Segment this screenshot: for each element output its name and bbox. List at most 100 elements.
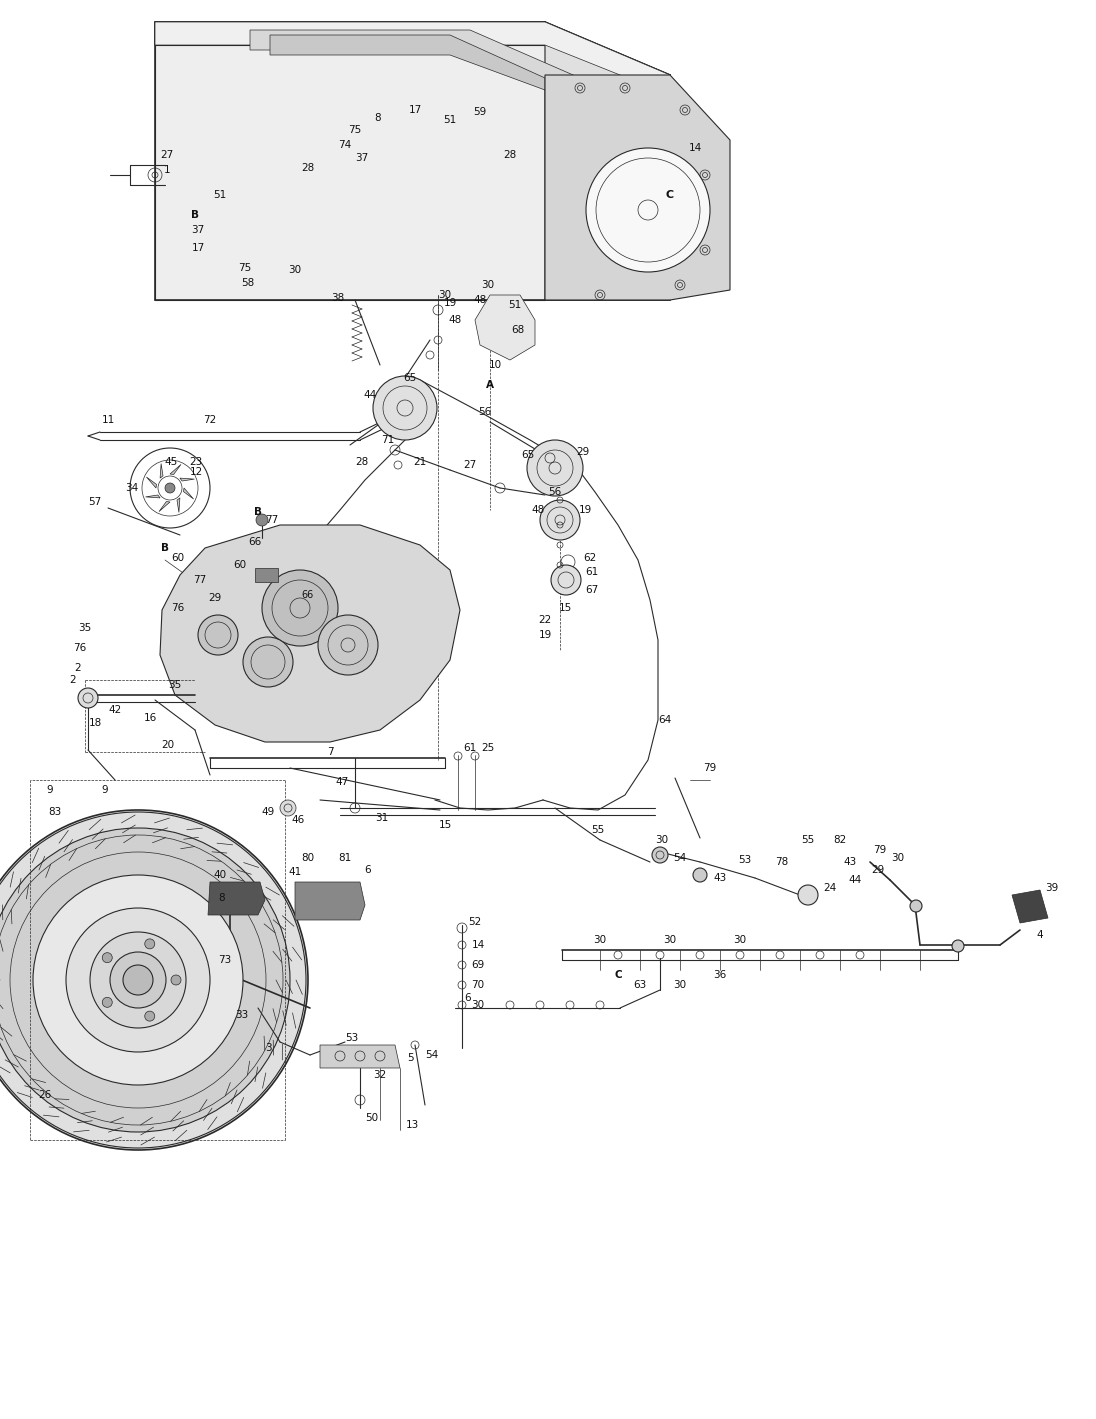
- Polygon shape: [250, 30, 580, 95]
- Text: 59: 59: [473, 106, 487, 116]
- Polygon shape: [170, 464, 181, 474]
- Text: 17: 17: [409, 105, 422, 115]
- Polygon shape: [176, 498, 180, 512]
- Text: 30: 30: [471, 1000, 484, 1010]
- Text: 49: 49: [261, 807, 275, 817]
- Text: 34: 34: [125, 482, 138, 492]
- Circle shape: [256, 514, 269, 526]
- Text: 40: 40: [214, 870, 227, 880]
- Text: 15: 15: [558, 603, 572, 613]
- Text: 53: 53: [345, 1033, 358, 1043]
- Text: 55: 55: [801, 834, 814, 844]
- Circle shape: [798, 885, 818, 905]
- Text: 54: 54: [673, 853, 686, 863]
- Text: B: B: [161, 543, 169, 553]
- Text: 36: 36: [713, 971, 727, 981]
- Text: 35: 35: [169, 680, 182, 690]
- Text: 78: 78: [775, 857, 789, 867]
- Text: 30: 30: [481, 280, 494, 289]
- Text: 79: 79: [704, 763, 717, 773]
- Text: 23: 23: [190, 457, 203, 467]
- Circle shape: [198, 614, 238, 656]
- Text: 11: 11: [101, 414, 115, 426]
- Text: 18: 18: [89, 718, 102, 728]
- Text: 6: 6: [465, 993, 471, 1003]
- Text: 63: 63: [633, 981, 647, 990]
- Text: 47: 47: [335, 778, 349, 788]
- Text: 28: 28: [301, 163, 315, 173]
- Text: 60: 60: [171, 553, 184, 563]
- Text: 61: 61: [585, 568, 598, 578]
- Circle shape: [952, 939, 964, 952]
- Text: 30: 30: [655, 834, 669, 844]
- Text: 38: 38: [331, 292, 344, 304]
- Text: 65: 65: [522, 450, 535, 460]
- Polygon shape: [475, 295, 535, 360]
- Text: 19: 19: [444, 298, 457, 308]
- Text: 15: 15: [438, 820, 452, 830]
- Text: 30: 30: [663, 935, 676, 945]
- Text: 39: 39: [1046, 883, 1059, 893]
- Text: 12: 12: [190, 467, 203, 477]
- Text: 65: 65: [403, 373, 416, 383]
- Circle shape: [66, 908, 210, 1051]
- Text: 56: 56: [478, 407, 492, 417]
- Circle shape: [78, 688, 98, 708]
- Text: 14: 14: [471, 939, 484, 949]
- Text: 51: 51: [444, 115, 457, 125]
- Circle shape: [102, 952, 112, 962]
- Polygon shape: [160, 464, 163, 478]
- Text: 50: 50: [365, 1112, 378, 1122]
- Circle shape: [33, 876, 243, 1086]
- Text: 14: 14: [688, 143, 701, 153]
- Text: 20: 20: [161, 739, 174, 751]
- Text: 42: 42: [109, 705, 122, 715]
- Text: 30: 30: [438, 289, 452, 299]
- Text: 22: 22: [538, 614, 551, 624]
- Text: 82: 82: [833, 834, 846, 844]
- Circle shape: [318, 614, 378, 675]
- Circle shape: [652, 847, 667, 863]
- Text: 64: 64: [659, 715, 672, 725]
- Text: A: A: [486, 380, 494, 390]
- Circle shape: [527, 440, 583, 497]
- Text: 66: 66: [301, 590, 315, 600]
- Text: B: B: [254, 507, 262, 517]
- Text: 68: 68: [512, 325, 525, 335]
- Text: 29: 29: [871, 866, 884, 876]
- Polygon shape: [183, 488, 194, 499]
- Polygon shape: [270, 35, 545, 89]
- Text: 28: 28: [503, 150, 516, 160]
- Text: 41: 41: [288, 867, 301, 877]
- Text: 32: 32: [374, 1070, 387, 1080]
- Text: 55: 55: [592, 824, 605, 834]
- Polygon shape: [255, 568, 278, 582]
- Circle shape: [0, 829, 290, 1132]
- Text: 35: 35: [79, 623, 92, 633]
- Text: 30: 30: [288, 265, 301, 275]
- Text: 30: 30: [593, 935, 606, 945]
- Circle shape: [171, 975, 181, 985]
- Circle shape: [540, 499, 580, 541]
- Circle shape: [145, 1012, 155, 1022]
- Text: 75: 75: [238, 263, 252, 272]
- Circle shape: [145, 939, 155, 949]
- Polygon shape: [155, 23, 670, 95]
- Text: 26: 26: [38, 1090, 52, 1100]
- Text: 56: 56: [548, 487, 561, 497]
- Text: 27: 27: [160, 150, 173, 160]
- Text: 6: 6: [365, 866, 372, 876]
- Polygon shape: [545, 23, 670, 299]
- Text: 46: 46: [292, 815, 305, 824]
- Circle shape: [693, 868, 707, 883]
- Text: 83: 83: [48, 807, 61, 817]
- Text: 33: 33: [236, 1010, 249, 1020]
- Polygon shape: [180, 478, 194, 481]
- Text: 29: 29: [208, 593, 221, 603]
- Text: 70: 70: [471, 981, 484, 990]
- Text: 51: 51: [214, 190, 227, 200]
- Text: 53: 53: [739, 856, 752, 866]
- Circle shape: [102, 998, 112, 1007]
- Text: 80: 80: [301, 853, 315, 863]
- Text: 17: 17: [192, 243, 205, 253]
